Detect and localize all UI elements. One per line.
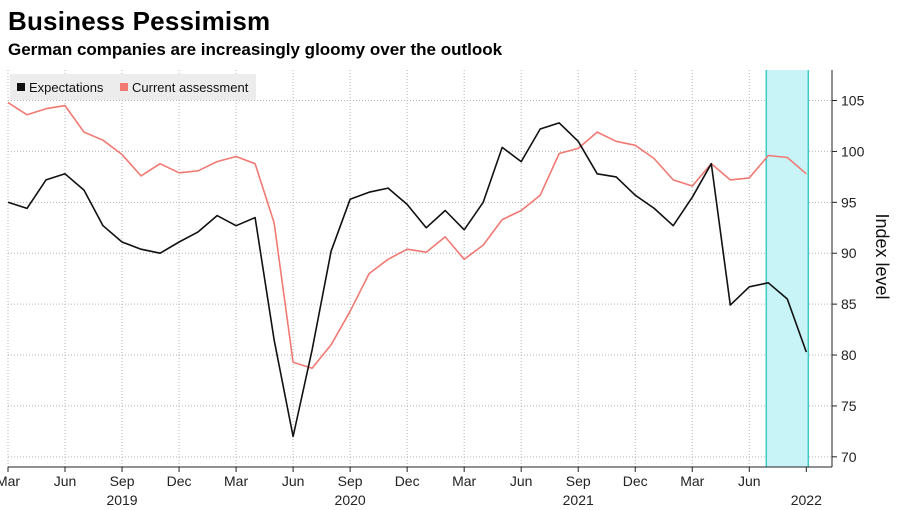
x-ticks: Mar Jun Sep Dec Mar Jun Sep Dec Mar Jun Sep Dec Mar J… <box>0 467 822 508</box>
x-tick-label: Jun <box>738 473 761 489</box>
x-tick-label: Mar <box>680 473 704 489</box>
x-tick-label: Dec <box>623 473 648 489</box>
series-line-expectations <box>7 122 808 438</box>
x-tick-label: Jun <box>54 473 77 489</box>
x-tick-label: Sep <box>566 473 591 489</box>
legend-background <box>10 74 256 100</box>
x-tick-label: Sep <box>110 473 135 489</box>
x-tick-label: Mar <box>0 473 20 489</box>
y-tick-label: 70 <box>841 449 857 465</box>
x-year-label: 2021 <box>563 492 594 508</box>
y-ticks: 70 75 80 85 90 95 100 105 <box>832 93 865 465</box>
y-tick-label: 100 <box>841 143 865 159</box>
legend-label-expectations: Expectations <box>29 80 104 95</box>
y-tick-label: 90 <box>841 245 857 261</box>
x-year-label: 2020 <box>335 492 366 508</box>
grid-lines <box>7 70 832 467</box>
x-tick-label: Mar <box>452 473 476 489</box>
x-tick-label: Dec <box>167 473 192 489</box>
chart-subtitle: German companies are increasingly gloomy… <box>8 40 503 59</box>
y-tick-label: 95 <box>841 194 857 210</box>
x-year-label: 2019 <box>106 492 137 508</box>
x-tick-label: Jun <box>510 473 533 489</box>
y-tick-label: 80 <box>841 347 857 363</box>
x-tick-label: Dec <box>395 473 420 489</box>
series-line-current-assessment <box>7 101 807 370</box>
highlight-band <box>766 70 809 467</box>
x-year-label: 2022 <box>791 492 822 508</box>
y-tick-label: 105 <box>841 93 865 109</box>
x-tick-label: Jun <box>282 473 305 489</box>
legend: Expectations Current assessment <box>10 74 256 100</box>
series-lines <box>7 101 808 438</box>
chart-title: Business Pessimism <box>8 6 271 36</box>
y-tick-label: 75 <box>841 398 857 414</box>
legend-label-current-assessment: Current assessment <box>132 80 249 95</box>
legend-swatch-expectations <box>17 83 25 91</box>
y-axis-label: Index level <box>872 213 892 299</box>
x-tick-label: Mar <box>224 473 248 489</box>
y-tick-label: 85 <box>841 296 857 312</box>
legend-swatch-current-assessment <box>120 83 128 91</box>
x-tick-label: Sep <box>338 473 363 489</box>
